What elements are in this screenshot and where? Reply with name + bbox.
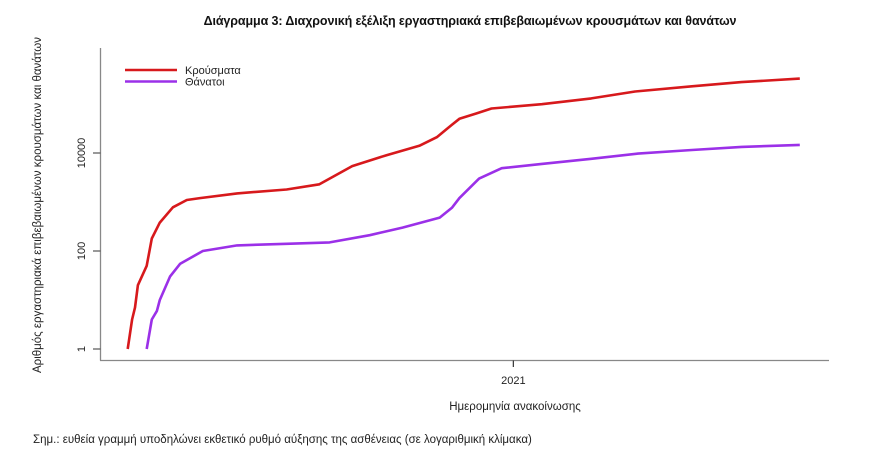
x-axis-label: Ημερομηνία ανακοίνωσης: [449, 401, 581, 413]
deaths-line: [145, 143, 800, 350]
y-tick-label: 10000: [76, 138, 88, 169]
legend: Κρούσματα Θάνατοι: [125, 65, 241, 89]
cases-line: [126, 77, 800, 350]
series-lines: [126, 77, 800, 350]
chart-footnote: Σημ.: ευθεία γραμμή υποδηλώνει εκθετικό …: [33, 434, 532, 446]
axes: [99, 48, 829, 362]
y-ticks: 1 100 10000: [76, 138, 101, 352]
y-tick-label: 1: [76, 346, 88, 352]
legend-label-cases: Κρούσματα: [185, 65, 241, 77]
x-tick-label: 2021: [501, 375, 525, 387]
legend-label-deaths: Θάνατοι: [185, 77, 225, 89]
y-tick-label: 100: [76, 242, 88, 260]
x-ticks: 2021: [501, 360, 526, 387]
chart-title: Διάγραμμα 3: Διαχρονική εξέλιξη εργαστηρ…: [203, 14, 737, 28]
